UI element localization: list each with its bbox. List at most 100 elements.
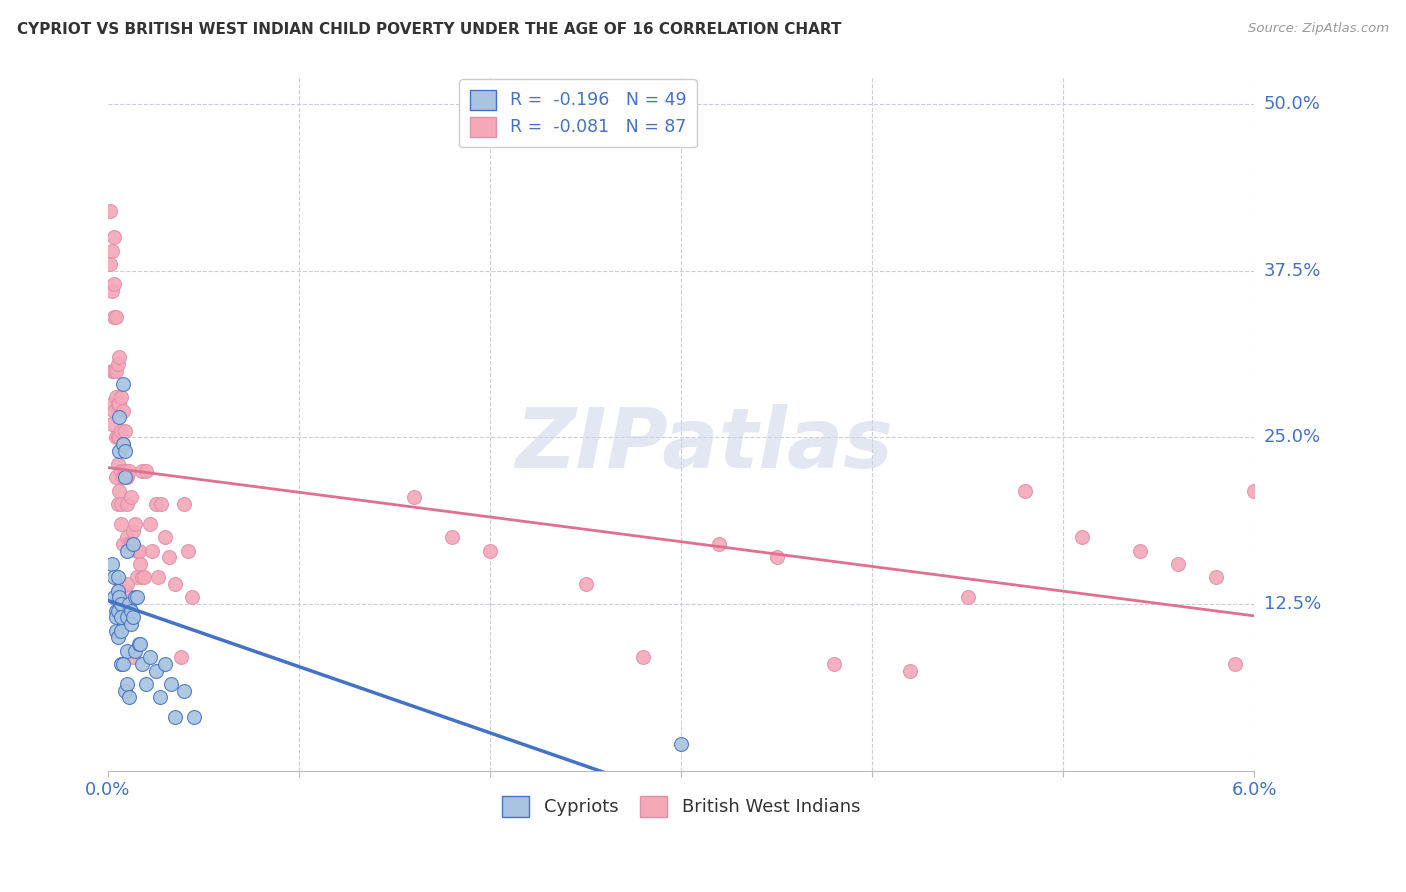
Point	[107, 397, 129, 411]
Point	[98, 203, 121, 218]
Point	[104, 364, 127, 378]
Point	[107, 430, 129, 444]
Point	[112, 657, 135, 671]
Point	[155, 657, 177, 671]
Point	[108, 430, 131, 444]
Point	[823, 657, 845, 671]
Point	[103, 310, 125, 325]
Point	[163, 577, 186, 591]
Point	[114, 424, 136, 438]
Point	[135, 677, 157, 691]
Point	[104, 391, 127, 405]
Point	[574, 577, 596, 591]
Point	[108, 410, 131, 425]
Point	[104, 430, 127, 444]
Point	[107, 457, 129, 471]
Point	[112, 377, 135, 392]
Point	[110, 464, 132, 478]
Point	[181, 591, 204, 605]
Point	[898, 664, 921, 678]
Point	[479, 543, 502, 558]
Point	[115, 577, 138, 591]
Point	[173, 683, 195, 698]
Point	[108, 591, 131, 605]
Point	[169, 650, 191, 665]
Point	[131, 464, 153, 478]
Point	[1014, 483, 1036, 498]
Text: 25.0%: 25.0%	[1264, 428, 1320, 446]
Point	[103, 591, 125, 605]
Point	[157, 550, 180, 565]
Point	[183, 710, 205, 724]
Point	[1243, 483, 1265, 498]
Point	[108, 483, 131, 498]
Point	[1205, 570, 1227, 584]
Point	[121, 610, 143, 624]
Point	[669, 737, 692, 751]
Point	[101, 284, 124, 298]
Point	[129, 557, 152, 571]
Text: Source: ZipAtlas.com: Source: ZipAtlas.com	[1249, 22, 1389, 36]
Point	[103, 403, 125, 417]
Point	[107, 604, 129, 618]
Point	[101, 417, 124, 431]
Point	[112, 437, 135, 451]
Point	[128, 543, 150, 558]
Point	[121, 537, 143, 551]
Point	[115, 610, 138, 624]
Point	[112, 470, 135, 484]
Point	[163, 710, 186, 724]
Point	[110, 517, 132, 532]
Point	[135, 464, 157, 478]
Legend: Cypriots, British West Indians: Cypriots, British West Indians	[495, 789, 868, 824]
Point	[114, 464, 136, 478]
Point	[139, 650, 162, 665]
Point	[114, 583, 136, 598]
Point	[115, 530, 138, 544]
Point	[1167, 557, 1189, 571]
Point	[101, 397, 124, 411]
Point	[107, 570, 129, 584]
Point	[1129, 543, 1152, 558]
Point	[155, 530, 177, 544]
Point	[120, 491, 142, 505]
Text: 50.0%: 50.0%	[1264, 95, 1320, 113]
Point	[709, 537, 731, 551]
Point	[173, 497, 195, 511]
Point	[107, 631, 129, 645]
Point	[115, 497, 138, 511]
Point	[139, 517, 162, 532]
Point	[112, 437, 135, 451]
Point	[160, 677, 183, 691]
Point	[115, 643, 138, 657]
Point	[115, 677, 138, 691]
Point	[114, 470, 136, 484]
Text: 37.5%: 37.5%	[1264, 261, 1322, 280]
Point	[104, 610, 127, 624]
Point	[114, 683, 136, 698]
Point	[104, 470, 127, 484]
Point	[125, 543, 148, 558]
Point	[177, 543, 200, 558]
Point	[120, 604, 142, 618]
Point	[402, 491, 425, 505]
Point	[125, 570, 148, 584]
Point	[107, 583, 129, 598]
Point	[103, 364, 125, 378]
Point	[107, 497, 129, 511]
Point	[115, 543, 138, 558]
Point	[115, 470, 138, 484]
Point	[110, 497, 132, 511]
Point	[114, 443, 136, 458]
Text: CYPRIOT VS BRITISH WEST INDIAN CHILD POVERTY UNDER THE AGE OF 16 CORRELATION CHA: CYPRIOT VS BRITISH WEST INDIAN CHILD POV…	[17, 22, 841, 37]
Point	[103, 277, 125, 291]
Point	[101, 557, 124, 571]
Point	[110, 424, 132, 438]
Point	[118, 690, 141, 705]
Point	[121, 524, 143, 538]
Text: ZIPatlas: ZIPatlas	[515, 404, 893, 485]
Point	[150, 497, 173, 511]
Point	[131, 657, 153, 671]
Point	[440, 530, 463, 544]
Point	[103, 230, 125, 244]
